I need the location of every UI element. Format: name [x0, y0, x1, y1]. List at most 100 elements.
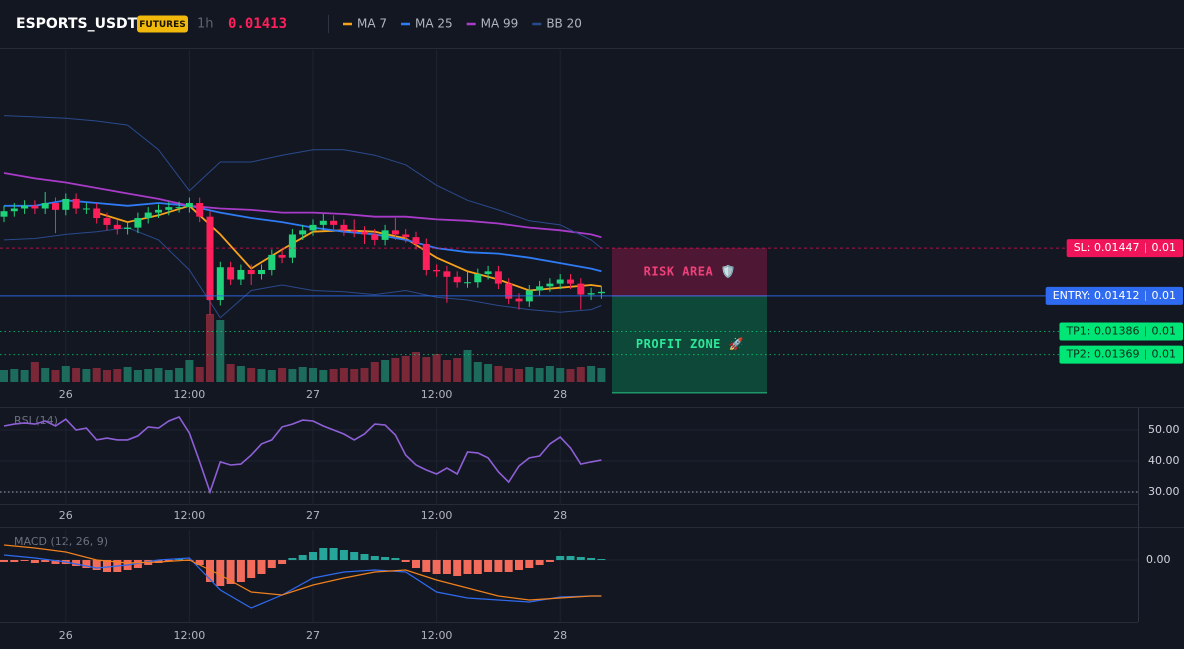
x-tick-label: 12:00 — [174, 629, 206, 642]
volume-bar — [247, 368, 256, 382]
volume-bar — [195, 367, 204, 382]
level-tag: 0.01 TP1: 0.01386 — [1059, 322, 1183, 341]
volume-bar — [453, 358, 462, 382]
overlay-line — [3, 172, 602, 239]
histogram-bar — [236, 560, 245, 582]
x-tick-label: 26 — [59, 388, 73, 401]
candle-body — [72, 198, 80, 209]
last-price: 0.01413 — [228, 16, 287, 32]
histogram-bar — [164, 560, 173, 561]
candle-body — [103, 218, 111, 225]
volume-bar — [278, 368, 287, 382]
rsi-title: RSI (14) — [14, 414, 58, 427]
candle-body — [93, 208, 101, 219]
histogram-bar — [453, 560, 462, 576]
histogram-bar — [515, 560, 523, 570]
histogram-bar — [247, 560, 256, 578]
candle-body — [237, 269, 245, 280]
macd-line — [3, 554, 602, 609]
candle-body — [0, 211, 8, 217]
histogram-bar — [103, 560, 111, 572]
legend-label: BB 20 — [546, 17, 582, 31]
candle-body — [10, 208, 18, 212]
histogram-bar — [298, 555, 307, 560]
histogram-bar — [82, 560, 91, 568]
volume-bar — [422, 357, 431, 382]
candle-body — [391, 230, 399, 235]
x-tick-label: 12:00 — [421, 629, 453, 642]
legend-label: MA 99 — [481, 17, 519, 31]
candle-body — [484, 271, 492, 275]
volume-bar — [61, 366, 70, 382]
candle-body — [474, 274, 482, 283]
candle-body — [21, 205, 29, 209]
y-tick-label: 30.00 — [1148, 485, 1180, 498]
candle-body — [41, 203, 49, 209]
candle-body — [196, 203, 204, 217]
volume-bar — [525, 367, 534, 382]
candle-body — [52, 203, 59, 210]
candle-body — [319, 220, 327, 225]
volume-bar — [206, 314, 214, 382]
volume-bar — [515, 369, 523, 382]
candle-body — [361, 231, 368, 235]
x-tick-label: 28 — [553, 629, 567, 642]
level-label: TP2: 0.01369 — [1065, 348, 1139, 361]
candle-body — [82, 208, 90, 210]
histogram-bar — [525, 560, 534, 568]
candle-body — [258, 269, 265, 275]
volume-bar — [504, 368, 513, 382]
level-tag-bg — [1059, 345, 1183, 364]
level-tag-bg — [1059, 322, 1183, 341]
volume-bar — [442, 360, 451, 382]
volume-bar — [432, 354, 441, 382]
volume-bar — [133, 370, 142, 382]
candle-body — [309, 224, 317, 231]
candle-body — [330, 220, 338, 225]
volume-bar — [236, 366, 245, 382]
candle-body — [278, 254, 286, 258]
candle-body — [587, 293, 595, 295]
candle-body — [288, 234, 296, 258]
zone — [612, 295, 767, 393]
volume-bar — [226, 364, 235, 382]
overlay-line — [96, 204, 602, 292]
volume-bar — [401, 356, 410, 382]
histogram-bar — [422, 560, 431, 572]
histogram-bar — [319, 548, 328, 560]
candle-body — [381, 230, 389, 240]
volume-bar — [175, 368, 184, 382]
volume-bar — [463, 350, 472, 382]
level-label: ENTRY: 0.01412 — [1053, 289, 1140, 302]
volume-bar — [576, 367, 585, 382]
histogram-bar — [216, 560, 225, 586]
x-tick-label: 26 — [59, 509, 73, 522]
histogram-bar — [494, 560, 503, 572]
candle-body — [340, 224, 348, 231]
histogram-bar — [20, 560, 29, 561]
candle-body — [494, 271, 502, 284]
histogram-bar — [381, 557, 390, 560]
volume-bar — [370, 362, 379, 382]
candle-body — [597, 291, 605, 294]
zone-label: RISK AREA 🛡️ — [644, 265, 737, 279]
volume-bar — [103, 370, 111, 382]
histogram-bar — [566, 556, 575, 560]
candle-body — [371, 234, 379, 240]
candle-body — [31, 205, 39, 209]
candle-body — [113, 224, 121, 229]
level-tag: 0.01 TP2: 0.01369 — [1059, 345, 1183, 364]
rsi-line — [3, 416, 602, 495]
level-tag-bg — [1066, 239, 1183, 258]
histogram-bar — [133, 560, 142, 568]
volume-bar — [185, 360, 194, 382]
histogram-bar — [401, 560, 410, 562]
volume-bar — [144, 369, 153, 382]
histogram-bar — [339, 550, 348, 560]
volume-bar — [350, 369, 359, 382]
candle-body — [227, 267, 235, 280]
volume-bar — [82, 369, 91, 382]
candle-body — [536, 286, 544, 291]
volume-bar — [319, 370, 328, 382]
